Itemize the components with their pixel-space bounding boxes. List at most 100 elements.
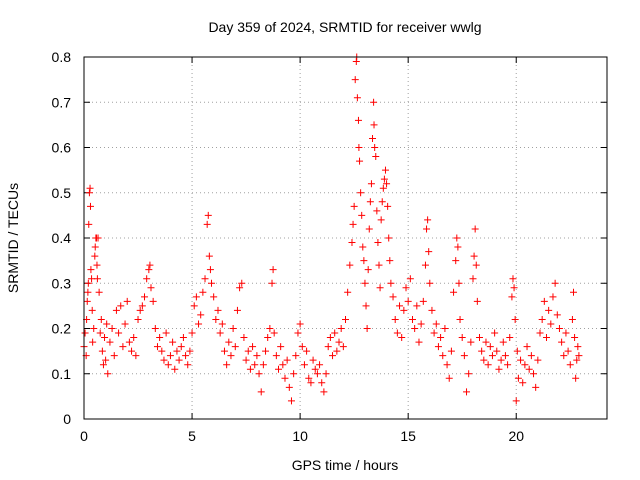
data-point xyxy=(402,284,410,292)
data-point xyxy=(272,352,280,360)
data-point xyxy=(383,180,391,188)
data-point xyxy=(227,352,235,360)
data-point xyxy=(497,356,505,364)
data-point xyxy=(523,343,531,351)
data-point xyxy=(408,315,416,323)
data-point xyxy=(95,288,103,296)
x-tick-label: 10 xyxy=(292,428,308,444)
data-point xyxy=(151,325,159,332)
data-point xyxy=(545,306,553,314)
data-point xyxy=(400,306,408,314)
data-point xyxy=(511,315,519,323)
data-point xyxy=(225,338,233,346)
data-point xyxy=(231,343,239,351)
data-point xyxy=(447,347,455,355)
data-point xyxy=(115,329,123,337)
data-point xyxy=(316,361,324,369)
data-point xyxy=(470,252,478,260)
data-point xyxy=(424,216,432,224)
data-point xyxy=(307,379,315,387)
data-point xyxy=(376,284,384,292)
data-point xyxy=(346,261,354,269)
data-point xyxy=(377,216,385,224)
data-point xyxy=(359,243,367,251)
data-point xyxy=(103,320,111,328)
data-point xyxy=(478,347,486,355)
data-point xyxy=(571,334,579,342)
data-point xyxy=(455,279,463,287)
x-tick-label: 15 xyxy=(400,428,416,444)
data-point xyxy=(102,356,110,364)
data-point xyxy=(326,334,334,342)
y-tick-label: 0.6 xyxy=(52,140,72,156)
data-point xyxy=(454,243,462,251)
data-point xyxy=(423,225,431,233)
data-point xyxy=(204,211,212,219)
data-point xyxy=(255,370,263,378)
data-point xyxy=(331,329,339,337)
data-point xyxy=(279,361,287,369)
data-point xyxy=(88,306,96,314)
data-point xyxy=(344,288,352,296)
data-point xyxy=(85,220,93,228)
data-point xyxy=(378,198,386,206)
data-point xyxy=(201,275,209,283)
data-point xyxy=(380,175,388,183)
data-point xyxy=(386,257,394,265)
data-point xyxy=(93,261,101,269)
data-point xyxy=(514,374,522,382)
data-point xyxy=(428,306,436,314)
data-point xyxy=(495,365,503,373)
data-point xyxy=(220,347,228,355)
data-point xyxy=(136,306,144,314)
data-point xyxy=(387,279,395,287)
data-point xyxy=(218,320,226,328)
data-point xyxy=(450,288,458,296)
data-point xyxy=(355,144,363,151)
data-point xyxy=(88,275,96,283)
data-point xyxy=(350,202,358,210)
data-point xyxy=(366,198,374,206)
data-point xyxy=(322,370,330,378)
data-point xyxy=(257,388,265,396)
data-point xyxy=(134,315,142,323)
x-tick-label: 20 xyxy=(508,428,524,444)
data-point xyxy=(318,379,326,387)
data-point xyxy=(229,325,237,332)
grid-lines xyxy=(84,57,607,419)
y-tick-label: 0.8 xyxy=(52,49,72,65)
data-point xyxy=(197,311,205,319)
data-point xyxy=(375,261,383,269)
data-point xyxy=(371,144,379,151)
data-point xyxy=(425,248,433,256)
data-point xyxy=(188,329,196,337)
data-point xyxy=(501,352,509,360)
data-point xyxy=(182,352,190,360)
data-point xyxy=(212,315,220,323)
data-point xyxy=(300,361,308,369)
data-point xyxy=(101,334,109,342)
data-point xyxy=(320,388,328,396)
data-point xyxy=(519,379,527,387)
y-tick-label: 0 xyxy=(63,411,71,427)
data-point xyxy=(294,329,302,337)
data-point xyxy=(270,329,278,337)
data-point xyxy=(97,315,105,323)
data-point xyxy=(123,297,131,305)
data-point xyxy=(572,374,580,382)
data-point xyxy=(415,338,423,346)
data-point xyxy=(214,306,222,314)
data-point xyxy=(540,297,548,305)
data-point xyxy=(141,293,149,301)
y-tick-label: 0.3 xyxy=(52,275,72,291)
data-point xyxy=(513,347,521,355)
data-point xyxy=(147,284,155,292)
data-point xyxy=(91,243,99,251)
data-point xyxy=(530,370,538,378)
data-point xyxy=(472,261,480,269)
data-point xyxy=(364,266,372,274)
data-point xyxy=(360,257,368,265)
data-point xyxy=(149,297,157,305)
data-point xyxy=(203,220,211,228)
